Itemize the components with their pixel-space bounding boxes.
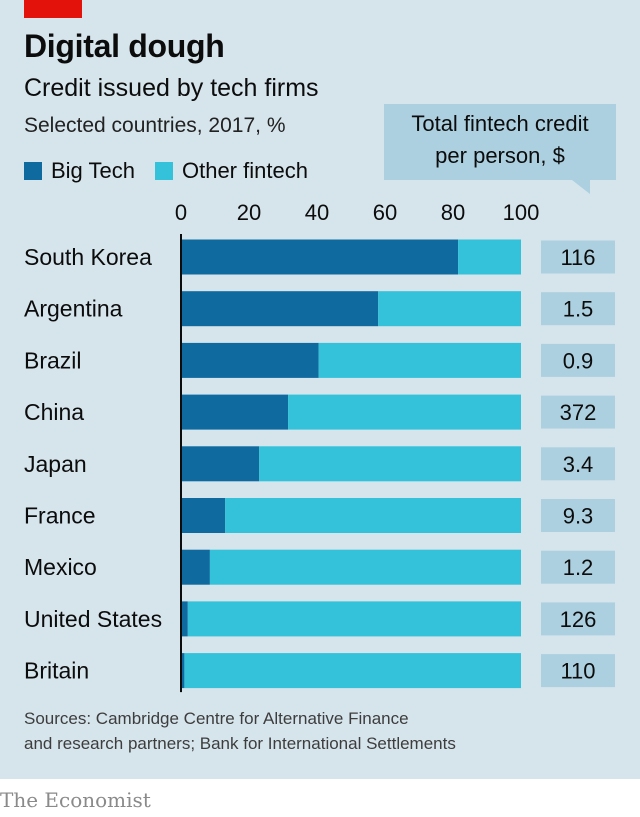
category-label: United States [24,606,162,632]
per-person-value-box [541,654,615,688]
category-label: Japan [24,451,87,477]
per-person-value-box [541,395,615,429]
category-label: South Korea [24,244,152,270]
category-label: Argentina [24,296,123,322]
legend-item-other-fintech: Other fintech [154,158,308,184]
bar-other-fintech [458,239,521,275]
source-line-1: Sources: Cambridge Centre for Alternativ… [24,709,409,728]
bar-big-tech [181,653,185,689]
callout-pointer [572,180,590,194]
bar-big-tech [181,549,210,585]
callout-line-2: per person, $ [435,143,565,168]
per-person-value: 1.2 [563,555,594,580]
bar-big-tech [181,394,289,430]
chart-title: Digital dough [24,28,225,64]
legend-swatch-big-tech [24,162,42,180]
per-person-value: 116 [560,245,595,270]
x-tick-label: 100 [503,200,540,225]
bar-other-fintech [288,394,521,430]
per-person-value-box [541,499,615,532]
category-label: France [24,503,96,529]
source-line-2: and research partners; Bank for Internat… [24,734,456,753]
bar-big-tech [181,291,379,327]
legend: Big Tech Other fintech [24,158,328,184]
legend-label-other-fintech: Other fintech [181,158,308,183]
per-person-value: 126 [560,607,597,632]
x-tick-label: 0 [175,200,187,225]
category-label: Brazil [24,347,82,373]
per-person-value: 372 [560,400,597,425]
category-label: Mexico [24,554,97,580]
x-tick-label: 80 [441,200,465,225]
per-person-value-box [541,240,615,274]
category-label: Britain [24,658,89,684]
bar-other-fintech [225,498,521,533]
chart-subtitle: Credit issued by tech firms [24,74,319,102]
x-tick-label: 40 [305,200,329,225]
legend-label-big-tech: Big Tech [51,158,135,183]
per-person-value: 9.3 [563,504,594,529]
bar-big-tech [181,446,260,482]
x-tick-label: 60 [373,200,397,225]
bar-other-fintech [209,549,521,585]
bar-other-fintech [259,446,521,482]
per-person-value-box [541,550,615,584]
bar-other-fintech [184,653,521,689]
legend-swatch-other-fintech [154,162,173,180]
chart-note: Selected countries, 2017, % [24,114,286,137]
brand-red-tag [24,0,82,18]
callout-box [384,104,616,180]
per-person-value: 3.4 [563,452,594,477]
stacked-bar-chart: 0 20 40 60 80 100 South Korea 116 Argentina 1.5 Br… [24,200,615,693]
bar-big-tech [181,239,459,275]
per-person-value: 0.9 [563,348,594,373]
bar-other-fintech [318,342,521,378]
source-note: Sources: Cambridge Centre for Alternativ… [24,706,456,756]
bar-other-fintech [378,291,521,327]
per-person-value-box [541,447,615,481]
callout-line-1: Total fintech credit [411,111,589,136]
bar-big-tech [181,498,226,533]
legend-item-big-tech: Big Tech [24,158,135,184]
callout-heading: Total fintech credit per person, $ [384,108,616,172]
per-person-value: 1.5 [563,297,594,322]
brand-wordmark: The Economist [0,788,151,812]
x-tick-label: 20 [237,200,261,225]
category-label: China [24,399,84,425]
per-person-value-box [541,602,615,636]
bar-big-tech [181,601,188,637]
bar-other-fintech [187,601,522,637]
per-person-value: 110 [560,659,595,684]
per-person-value-box [541,292,615,326]
per-person-value-box [541,343,615,377]
bar-big-tech [181,342,319,378]
